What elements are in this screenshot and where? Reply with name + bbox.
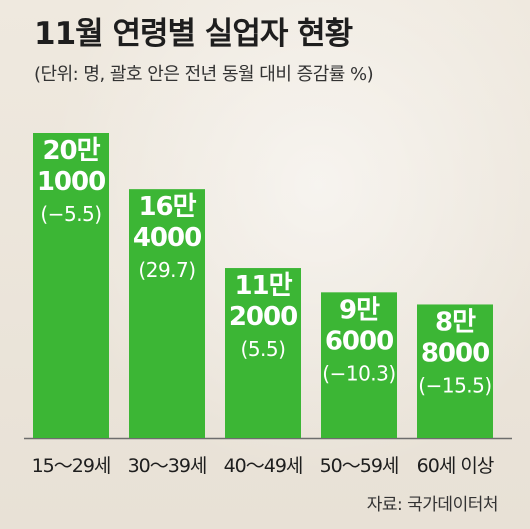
bar-1-value-line-1: 20만 [42,136,100,166]
category-label-5: 60세 이상 [417,455,494,477]
bar-1-change-label: (−5.5) [40,202,101,226]
category-label-2: 30～39세 [128,455,207,477]
bar-4 [321,292,397,438]
bar-1-value-line-2: 1000 [37,167,105,197]
bar-4-value-line-1: 9만 [339,295,380,325]
chart-title: 11월 연령별 실업자 현황 [34,16,353,52]
chart-subtitle: (단위: 명, 괄호 안은 전년 동월 대비 증감률 %) [34,64,374,85]
bar-2-value-line-2: 4000 [133,223,201,253]
bar-2-change-label: (29.7) [138,258,195,282]
bar-5-change-label: (−15.5) [418,373,491,397]
bar-4-value-line-2: 6000 [325,326,393,356]
bar-2-value-line-1: 16만 [138,192,196,222]
bar-3-change-label: (5.5) [241,337,286,361]
bar-4-change-label: (−10.3) [322,361,395,385]
bar-3-value-line-2: 2000 [229,302,297,332]
bar-5 [417,304,493,438]
bar-2 [129,189,205,438]
category-label-1: 15～29세 [32,455,111,477]
bar-5-value-line-2: 8000 [421,338,489,368]
source-note: 자료: 국가데이터처 [366,495,499,515]
bar-3-value-line-1: 11만 [234,271,292,301]
bar-5-value-line-1: 8만 [435,307,476,337]
bar-1 [33,133,109,438]
bar-3 [225,268,301,438]
category-label-4: 50～59세 [320,455,399,477]
category-label-3: 40～49세 [224,455,303,477]
